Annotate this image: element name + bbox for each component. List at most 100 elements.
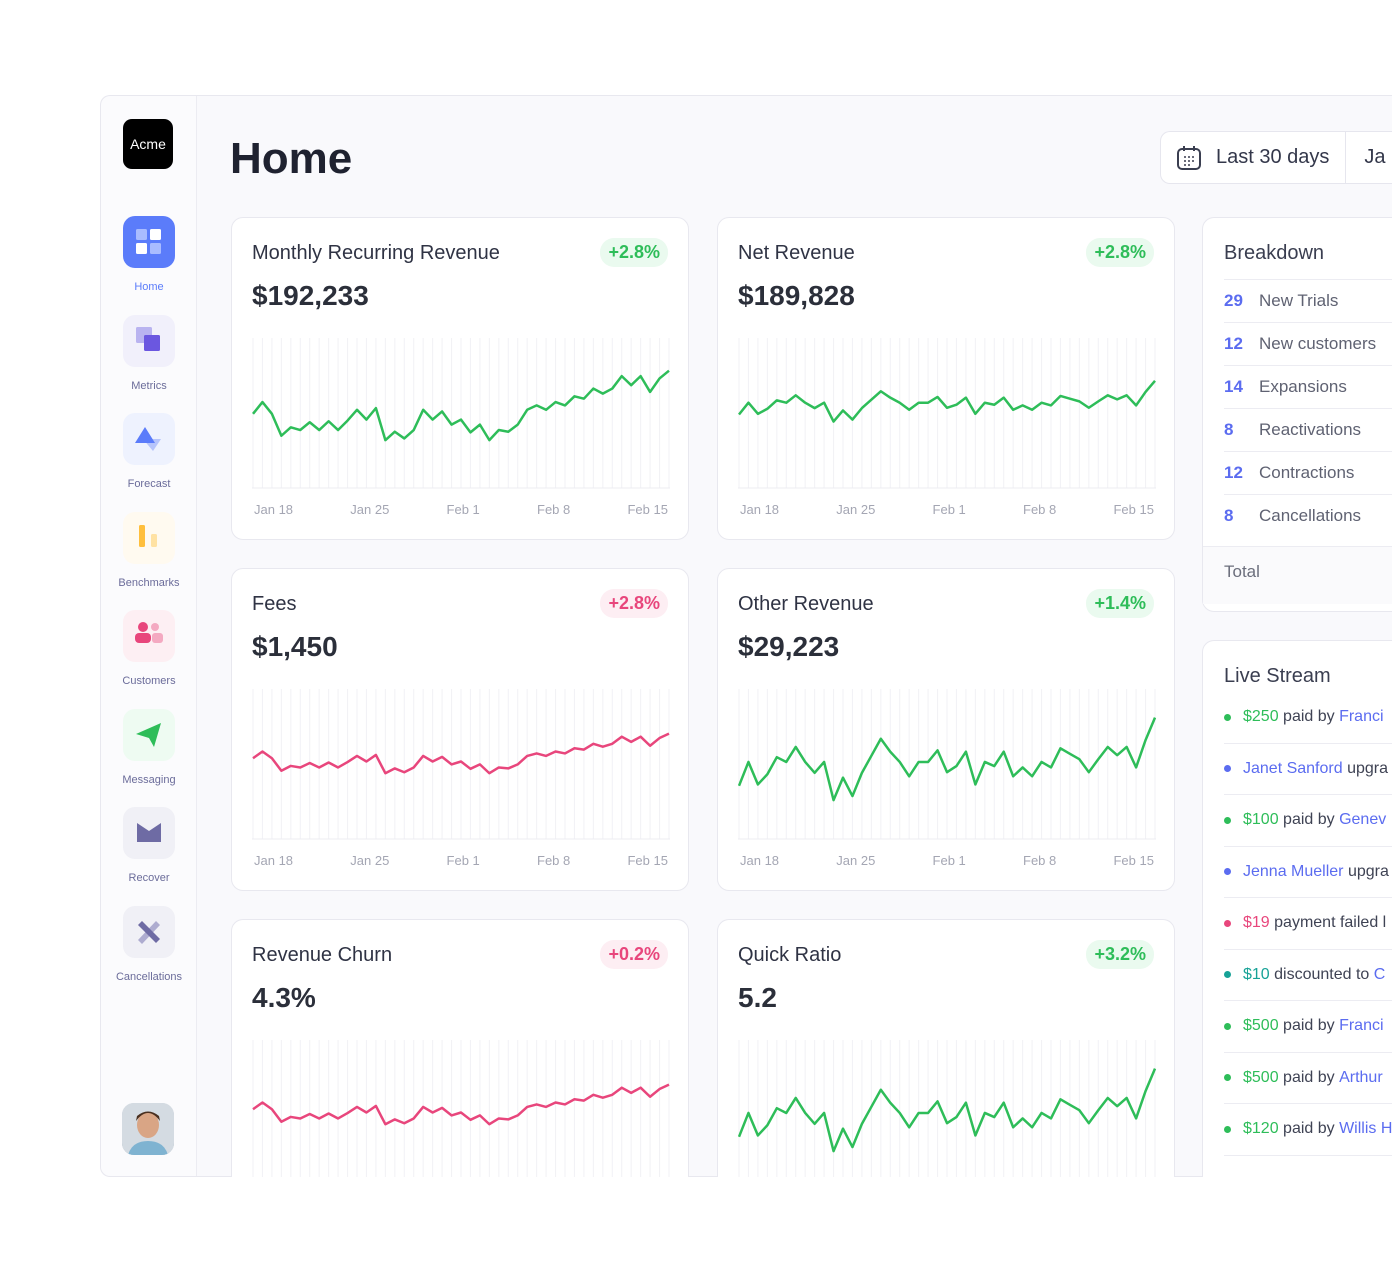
stream-item[interactable]: $500 paid by Franci: [1224, 1001, 1392, 1053]
breakdown-card: Breakdown 29 New Trials 12 New customers 14 E…: [1202, 217, 1392, 612]
metric-title: Other Revenue: [738, 593, 874, 615]
sidebar-item-metrics[interactable]: Metrics: [101, 314, 197, 392]
sidebar-item-label: Customers: [122, 675, 176, 687]
breakdown-row[interactable]: 8 Cancellations: [1224, 494, 1392, 537]
change-badge: +3.2%: [1086, 940, 1154, 969]
x-tick-label: Feb 15: [1113, 502, 1154, 517]
sidebar-item-customers[interactable]: Customers: [101, 610, 197, 687]
fees-card[interactable]: Fees +2.8% $1,450 Jan 18 Jan 25 Feb 1 Feb 8…: [231, 568, 689, 891]
x-tick-label: Feb 1: [932, 853, 966, 868]
recover-mail-icon: [123, 807, 175, 859]
metric-value: 5.2: [738, 982, 777, 1013]
line-chart: [252, 689, 670, 840]
stream-action: paid by: [1278, 708, 1340, 726]
stream-item[interactable]: $250 paid by Franci: [1224, 692, 1392, 744]
divider: [1345, 131, 1347, 184]
stream-customer-link[interactable]: Franci: [1339, 1017, 1384, 1035]
stream-subject: $500: [1243, 1068, 1279, 1086]
live-stream-card: Live Stream $250 paid by Franci Janet San…: [1202, 640, 1392, 1177]
metric-value: $192,233: [252, 280, 369, 311]
status-dot: [1224, 1125, 1231, 1133]
change-badge: +1.4%: [1086, 589, 1154, 618]
page-title: Home: [230, 134, 353, 183]
metric-title: Fees: [252, 593, 297, 615]
cancellations-x-icon: [123, 905, 175, 958]
date-range-start[interactable]: Ja: [1364, 146, 1386, 168]
x-tick-label: Feb 1: [446, 853, 480, 868]
main-content: Home Last 30 days Ja Monthly Recurring R…: [197, 96, 1392, 1177]
stream-customer-link[interactable]: Arthur: [1339, 1068, 1383, 1086]
status-dot: [1224, 919, 1231, 927]
stream-action: paid by: [1278, 1017, 1340, 1035]
stream-subject: $250: [1243, 708, 1279, 726]
revenue-churn-card[interactable]: Revenue Churn +0.2% 4.3%: [231, 919, 689, 1177]
stream-item[interactable]: $120 paid by Willis H: [1224, 1104, 1392, 1156]
breakdown-row[interactable]: 12 New customers: [1224, 322, 1392, 365]
acme-logo[interactable]: Acme: [123, 119, 173, 169]
line-chart: [738, 338, 1156, 489]
sidebar-item-benchmarks[interactable]: Benchmarks: [101, 511, 197, 589]
stream-item[interactable]: $100 paid by Genev: [1224, 795, 1392, 847]
metric-value: $1,450: [252, 631, 338, 662]
status-dot: [1224, 1074, 1231, 1082]
monthly-recurring-revenue-card[interactable]: Monthly Recurring Revenue +2.8% $192,233…: [231, 217, 689, 540]
status-dot: [1224, 868, 1231, 876]
stream-customer-link[interactable]: Franci: [1339, 708, 1384, 726]
stream-subject: $100: [1243, 811, 1279, 829]
x-tick-label: Feb 1: [932, 502, 966, 517]
breakdown-row[interactable]: 12 Contractions: [1224, 451, 1392, 494]
stream-customer-link[interactable]: C: [1373, 965, 1386, 983]
x-tick-label: Feb 8: [1023, 502, 1057, 517]
calendar-icon: [1177, 145, 1201, 170]
metric-value: $189,828: [738, 280, 855, 311]
stream-action: paid by: [1278, 1068, 1340, 1086]
sidebar-item-label: Benchmarks: [118, 576, 180, 589]
sidebar-item-forecast[interactable]: Forecast: [101, 413, 197, 490]
stream-item[interactable]: Janet Sanford upgra: [1224, 744, 1392, 795]
metric-title: Net Revenue: [738, 242, 855, 264]
breakdown-count: 29: [1224, 291, 1243, 310]
x-tick-label: Jan 18: [740, 502, 780, 517]
x-tick-label: Jan 18: [740, 853, 780, 868]
breakdown-row[interactable]: 29 New Trials: [1224, 279, 1392, 322]
date-range-picker[interactable]: Last 30 days Ja: [1160, 131, 1392, 184]
line-chart: [252, 338, 670, 489]
x-tick-label: Feb 8: [537, 853, 571, 868]
line-chart: [738, 1040, 1156, 1177]
stream-item[interactable]: $10 discounted to C: [1224, 950, 1392, 1001]
metric-value: 4.3%: [252, 982, 316, 1013]
x-tick-label: Jan 18: [254, 853, 294, 868]
x-tick-label: Jan 25: [836, 853, 876, 868]
sidebar-item-cancellations[interactable]: Cancellations: [101, 905, 197, 983]
status-dot: [1224, 971, 1231, 979]
date-range-preset[interactable]: Last 30 days: [1216, 146, 1330, 168]
net-revenue-card[interactable]: Net Revenue +2.8% $189,828 Jan 18 Jan 25 F…: [717, 217, 1175, 540]
stream-customer-link[interactable]: Genev: [1339, 811, 1387, 829]
breakdown-count: 14: [1224, 377, 1243, 396]
change-badge: +0.2%: [600, 940, 668, 969]
breakdown-label: Expansions: [1259, 377, 1347, 396]
forecast-triangle-icon: [123, 413, 175, 465]
stream-item[interactable]: $500 paid by Arthur: [1224, 1053, 1392, 1104]
stream-item[interactable]: Jenna Mueller upgra: [1224, 847, 1392, 898]
x-tick-label: Jan 25: [836, 502, 876, 517]
stream-item[interactable]: $19 payment failed l: [1224, 898, 1392, 950]
breakdown-row[interactable]: 14 Expansions: [1224, 365, 1392, 408]
breakdown-row[interactable]: 8 Reactivations: [1224, 408, 1392, 451]
quick-ratio-card[interactable]: Quick Ratio +3.2% 5.2: [717, 919, 1175, 1177]
metric-title: Quick Ratio: [738, 944, 842, 966]
stream-customer-link[interactable]: Willis H: [1339, 1120, 1392, 1138]
x-axis-ticks: Jan 18 Jan 25 Feb 1 Feb 8 Feb 15: [252, 502, 670, 517]
sidebar-item-messaging[interactable]: Messaging: [101, 708, 197, 786]
line-chart: [252, 1040, 670, 1177]
breakdown-title: Breakdown: [1224, 242, 1325, 264]
sidebar: Acme Home Metrics Forecast Benchmarks Custom…: [101, 96, 197, 1176]
user-avatar[interactable]: [122, 1103, 174, 1155]
change-badge: +2.8%: [600, 589, 668, 618]
sidebar-item-recover[interactable]: Recover: [101, 807, 197, 884]
other-revenue-card[interactable]: Other Revenue +1.4% $29,223 Jan 18 Jan 25…: [717, 568, 1175, 891]
stream-subject: $120: [1243, 1120, 1279, 1138]
sidebar-item-home[interactable]: Home: [101, 216, 197, 293]
status-dot: [1224, 816, 1231, 824]
messaging-send-icon: [123, 708, 175, 761]
